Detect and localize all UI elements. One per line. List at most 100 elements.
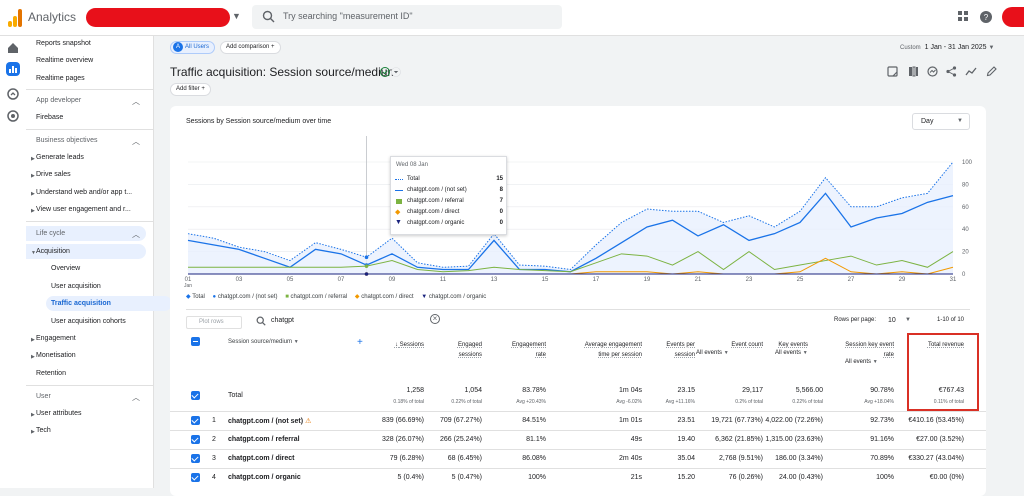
row-checkbox[interactable]	[191, 416, 200, 425]
chevron-up-icon[interactable]: ︿	[132, 230, 140, 239]
account-selector-redacted[interactable]	[86, 8, 230, 27]
nav-user-acquisition-cohorts[interactable]: User acquisition cohorts	[51, 318, 126, 325]
chevron-down-icon[interactable]: ▼	[905, 317, 911, 323]
account-avatar-redacted[interactable]	[1002, 7, 1024, 27]
legend-item-referral[interactable]: ■ chatgpt.com / referral	[285, 294, 348, 300]
row-checkbox[interactable]	[191, 454, 200, 463]
table-row[interactable]: 3 chatgpt.com / direct 79 (6.28%) 68 (6.45%…	[170, 449, 986, 468]
table-row[interactable]: 2 chatgpt.com / referral 328 (26.07%) 266 (…	[170, 430, 986, 449]
share-icon[interactable]	[946, 66, 957, 77]
nav-user-attributes[interactable]: User attributes	[36, 410, 82, 417]
chevron-down-icon[interactable]: ▼	[232, 11, 241, 21]
col-event-count[interactable]: Event count	[731, 342, 763, 348]
clear-search-icon[interactable]: ×	[430, 314, 440, 324]
legend-item-total[interactable]: ◆ Total	[186, 294, 205, 300]
date-range-picker[interactable]: Custom 1 Jan - 31 Jan 2025 ▼	[900, 44, 994, 51]
add-comparison-label: Add comparison	[226, 44, 270, 50]
apps-grid-icon[interactable]	[958, 11, 969, 22]
explore-icon[interactable]	[6, 87, 20, 101]
columns-icon[interactable]	[908, 66, 919, 77]
row-dimension[interactable]: chatgpt.com / (not set) ⚠	[228, 417, 311, 425]
trend-icon[interactable]	[965, 66, 977, 77]
col-engagement-rate[interactable]: Engagement rate	[511, 342, 546, 358]
nav-retention[interactable]: Retention	[36, 370, 66, 377]
row-dimension[interactable]: chatgpt.com / organic	[228, 474, 301, 481]
row-value: 6,362 (21.85%)	[715, 436, 763, 443]
help-icon[interactable]: ?	[980, 11, 992, 23]
nav-tech[interactable]: Tech	[36, 427, 51, 434]
row-dimension[interactable]: chatgpt.com / direct	[228, 455, 295, 462]
search-input[interactable]: Try searching "measurement ID"	[283, 11, 413, 21]
nav-traffic-acquisition[interactable]: Traffic acquisition	[51, 300, 111, 307]
plot-rows-button[interactable]: Plot rows	[186, 316, 242, 329]
col-events-per-session[interactable]: Events per session	[666, 342, 695, 358]
row-checkbox[interactable]	[191, 435, 200, 444]
chevron-up-icon[interactable]: ︿	[132, 137, 140, 146]
nav-engagement[interactable]: Engagement	[36, 335, 76, 342]
chevron-up-icon[interactable]: ︿	[132, 393, 140, 402]
nav-acquisition[interactable]: Acquisition	[36, 248, 70, 255]
advertising-icon[interactable]	[6, 109, 20, 123]
legend-item-organic[interactable]: ▼ chatgpt.com / organic	[421, 294, 487, 300]
x-tick-label: 03	[236, 277, 243, 283]
divider	[186, 309, 970, 310]
chevron-up-icon[interactable]: ︿	[132, 97, 140, 106]
insights-icon[interactable]	[927, 66, 938, 77]
legend-item-direct[interactable]: ◆ chatgpt.com / direct	[354, 294, 414, 300]
rows-per-page-select[interactable]: 10	[888, 317, 896, 324]
check-circle-icon[interactable]	[380, 67, 402, 77]
granularity-select[interactable]: Day ▼	[912, 113, 970, 130]
section-user[interactable]: User	[36, 393, 51, 400]
row-dimension-label: chatgpt.com / direct	[228, 455, 295, 462]
nav-drive-sales[interactable]: Drive sales	[36, 171, 71, 178]
col-key-events[interactable]: Key events	[778, 342, 808, 348]
col-engaged-sessions[interactable]: Engaged sessions	[457, 342, 482, 358]
nav-firebase[interactable]: Firebase	[36, 114, 64, 121]
event-filter-select[interactable]: All events ▼	[696, 350, 729, 356]
col-sessions[interactable]: ↓ Sessions	[394, 342, 424, 348]
nav-generate-leads[interactable]: Generate leads	[36, 154, 84, 161]
nav-understand-web[interactable]: Understand web and/or app t...	[36, 189, 133, 196]
nav-monetisation[interactable]: Monetisation	[36, 352, 76, 359]
add-dimension-icon[interactable]: +	[357, 337, 363, 348]
home-icon[interactable]	[6, 41, 20, 55]
search-bar[interactable]: Try searching "measurement ID"	[252, 5, 562, 29]
section-app-developer[interactable]: App developer	[36, 97, 82, 104]
comparison-chip-all-users[interactable]: A All Users	[170, 41, 216, 54]
section-life-cycle[interactable]: Life cycle	[36, 230, 66, 237]
nav-overview[interactable]: Overview	[51, 265, 81, 272]
row-dimension-label: chatgpt.com / referral	[228, 436, 300, 443]
x-tick-label: 25	[797, 277, 804, 283]
add-filter-button[interactable]: Add filter +	[170, 83, 211, 96]
add-comparison-button[interactable]: Add comparison +	[220, 41, 281, 54]
col-total-revenue[interactable]: Total revenue	[927, 342, 964, 348]
col-session-key-event-rate[interactable]: Session key event rate	[845, 342, 894, 358]
legend-label: chatgpt.com / organic	[428, 294, 487, 300]
row-value: 79 (6.28%)	[389, 455, 424, 462]
dimension-select[interactable]: Session source/medium ▼	[228, 339, 299, 345]
nav-realtime-pages[interactable]: Realtime pages	[36, 75, 85, 82]
totals-sub: Avg -6.02%	[616, 399, 642, 405]
legend-item-not-set[interactable]: ● chatgpt.com / (not set)	[212, 294, 278, 300]
nav-user-acquisition[interactable]: User acquisition	[51, 283, 101, 290]
table-row[interactable]: 4 chatgpt.com / organic 5 (0.4%) 5 (0.47%) 1…	[170, 468, 986, 487]
row-value: €0.00 (0%)	[929, 474, 964, 481]
table-row[interactable]: 1 chatgpt.com / (not set) ⚠ 839 (66.69%) 709…	[170, 411, 986, 430]
nav-user-engagement[interactable]: View user engagement and r...	[36, 206, 131, 213]
key-event-rate-filter-select[interactable]: All events ▼	[845, 359, 878, 365]
x-tick-label: 13	[491, 277, 498, 283]
pencil-icon[interactable]	[986, 66, 997, 77]
key-events-filter-select[interactable]: All events ▼	[775, 350, 808, 356]
table-search-input[interactable]: chatgpt	[271, 317, 294, 324]
edit-comparisons-icon[interactable]	[887, 66, 898, 77]
reports-icon[interactable]	[6, 62, 20, 76]
row-dimension[interactable]: chatgpt.com / referral	[228, 436, 300, 443]
row-checkbox[interactable]	[191, 473, 200, 482]
nav-realtime-overview[interactable]: Realtime overview	[36, 57, 94, 64]
tooltip-value: 15	[496, 176, 503, 182]
select-all-checkbox[interactable]	[191, 337, 200, 346]
col-avg-engagement-time[interactable]: Average engagement time per session	[584, 342, 642, 358]
nav-reports-snapshot[interactable]: Reports snapshot	[36, 40, 91, 47]
section-business-objectives[interactable]: Business objectives	[36, 137, 98, 144]
totals-checkbox[interactable]	[191, 391, 200, 400]
